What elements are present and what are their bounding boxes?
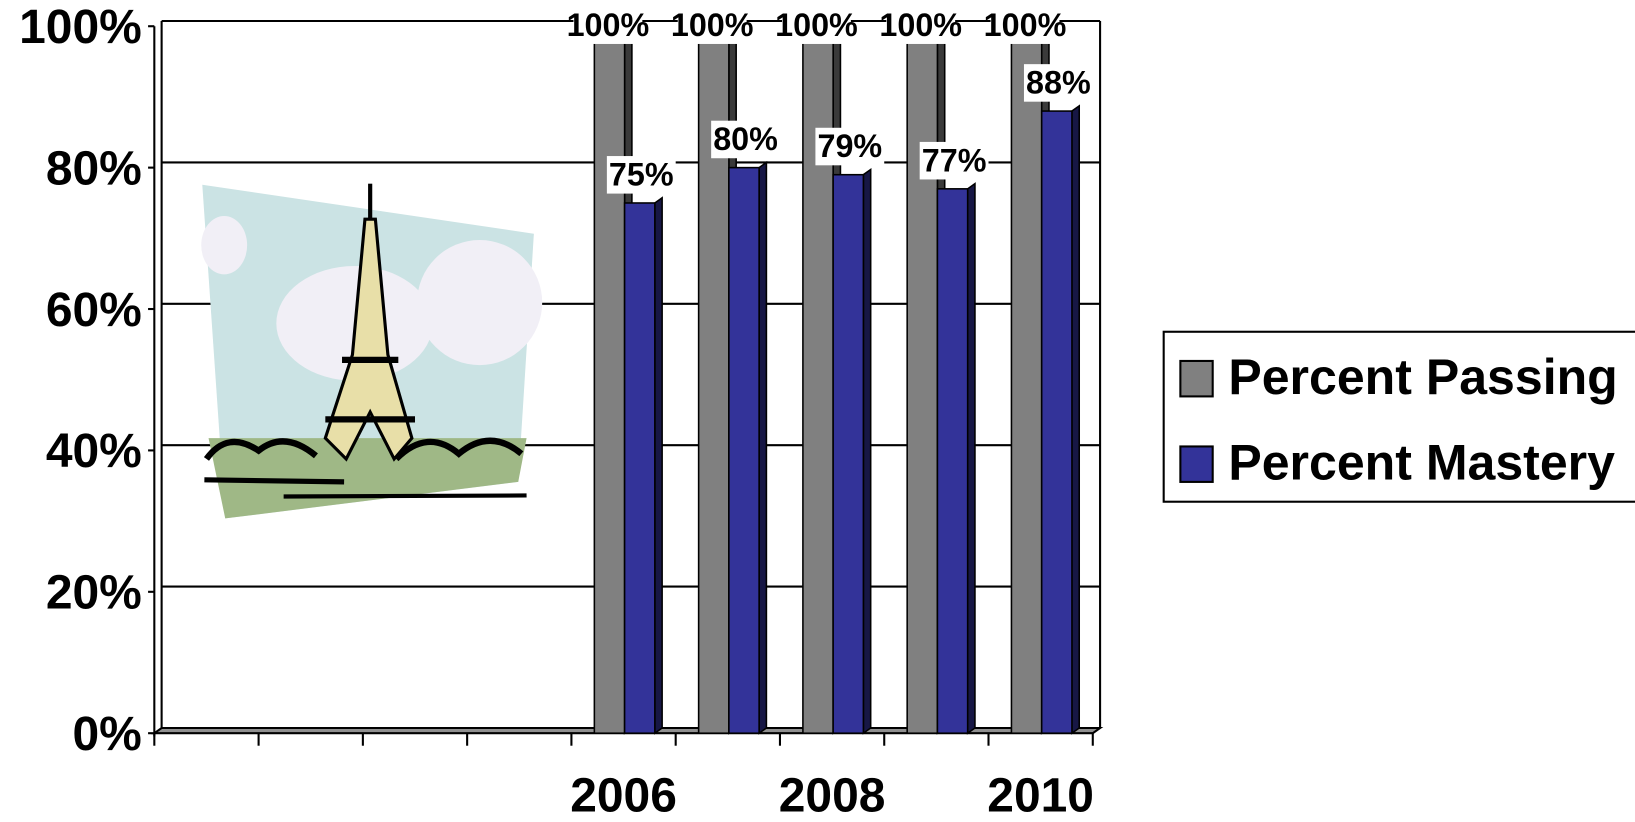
y-tick-label: 60% xyxy=(46,284,142,337)
bar-side xyxy=(654,196,663,735)
bar xyxy=(593,25,626,734)
value-label: 88% xyxy=(1026,65,1091,101)
value-label: 77% xyxy=(922,142,987,178)
bar xyxy=(832,173,865,734)
y-tick-label: 80% xyxy=(46,142,142,195)
value-label-bg xyxy=(1023,64,1093,102)
value-label-bg xyxy=(782,6,851,44)
value-label: 100% xyxy=(567,7,650,43)
bar xyxy=(906,25,939,734)
value-label-bg xyxy=(990,6,1060,44)
value-label-bg xyxy=(886,6,956,44)
bar xyxy=(936,188,969,734)
x-tick-label: 2006 xyxy=(570,770,677,822)
x-tick-label: 2010 xyxy=(987,770,1094,822)
bar-side xyxy=(758,160,768,735)
legend-label: Percent Mastery xyxy=(1228,434,1615,490)
value-label: 80% xyxy=(713,121,778,157)
y-tick-label: 40% xyxy=(46,425,142,478)
value-label-bg xyxy=(677,6,747,44)
legend-swatch xyxy=(1179,445,1214,483)
bar-side xyxy=(1071,104,1081,735)
bar-side xyxy=(966,182,976,735)
value-label-bg xyxy=(919,141,989,180)
legend-box xyxy=(1162,330,1635,503)
y-tick-label: 20% xyxy=(46,567,142,620)
y-tick-label: 100% xyxy=(19,1,142,54)
value-label: 100% xyxy=(984,7,1067,43)
y-tick-label: 0% xyxy=(72,708,141,761)
x-tick-label: 2008 xyxy=(779,770,886,822)
bar xyxy=(1040,110,1073,734)
bar-side xyxy=(862,167,872,735)
legend-label: Percent Passing xyxy=(1228,349,1617,405)
value-label: 100% xyxy=(671,7,754,43)
value-label: 100% xyxy=(775,7,858,43)
value-label-bg xyxy=(606,156,676,194)
bar xyxy=(1010,25,1043,734)
value-label: 79% xyxy=(817,128,882,164)
eiffel-clipart xyxy=(201,183,543,519)
bar xyxy=(623,202,656,734)
value-label: 100% xyxy=(879,7,962,43)
value-label: 75% xyxy=(609,156,674,192)
value-label-bg xyxy=(711,120,780,159)
bar xyxy=(728,166,760,734)
value-label-bg xyxy=(815,127,885,166)
value-label-bg xyxy=(573,6,643,44)
legend-swatch xyxy=(1179,359,1214,398)
